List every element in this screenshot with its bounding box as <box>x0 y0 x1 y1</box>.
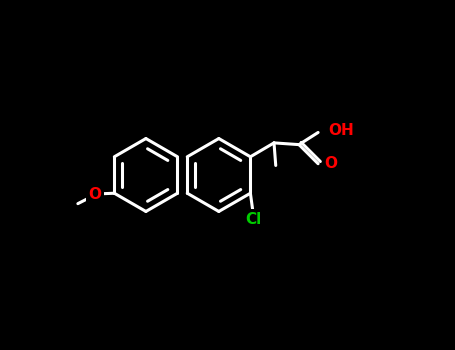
Text: O: O <box>89 188 102 202</box>
Text: Cl: Cl <box>246 212 262 227</box>
Text: O: O <box>324 156 337 171</box>
Text: OH: OH <box>328 123 354 138</box>
